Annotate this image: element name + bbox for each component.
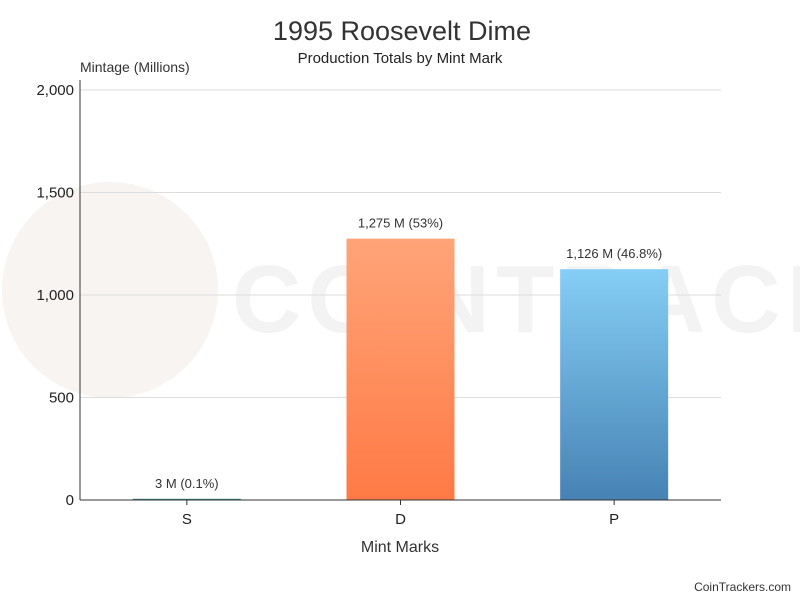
bar-p — [560, 269, 669, 500]
x-axis-title: Mint Marks — [361, 539, 439, 556]
chart-subtitle: Production Totals by Mint Mark — [298, 50, 503, 67]
chart-title: 1995 Roosevelt Dime — [273, 16, 531, 46]
x-category-label: D — [395, 511, 406, 528]
x-category-label: P — [609, 511, 619, 528]
y-tick-label: 2,000 — [36, 82, 74, 99]
x-category-label: S — [182, 511, 192, 528]
data-label: 1,126 M (46.8%) — [566, 246, 662, 261]
bar-d — [346, 238, 455, 500]
y-tick-label: 500 — [49, 390, 74, 407]
data-label: 3 M (0.1%) — [155, 476, 219, 491]
credit-text: CoinTrackers.com — [694, 580, 791, 594]
y-axis-ticks: 0 500 1,000 1,500 2,000 — [36, 82, 74, 509]
watermark: COINTRACKERS — [2, 182, 800, 398]
watermark-text: COINTRACKERS — [232, 246, 800, 353]
y-tick-label: 1,500 — [36, 185, 74, 202]
y-tick-label: 0 — [66, 492, 74, 509]
data-label: 1,275 M (53%) — [358, 216, 443, 231]
data-labels: 3 M (0.1%) 1,275 M (53%) 1,126 M (46.8%) — [155, 216, 662, 491]
y-tick-label: 1,000 — [36, 287, 74, 304]
y-axis-title: Mintage (Millions) — [80, 59, 190, 75]
watermark-logo-icon — [2, 182, 218, 398]
bars — [132, 238, 669, 500]
bar-s — [132, 498, 241, 500]
